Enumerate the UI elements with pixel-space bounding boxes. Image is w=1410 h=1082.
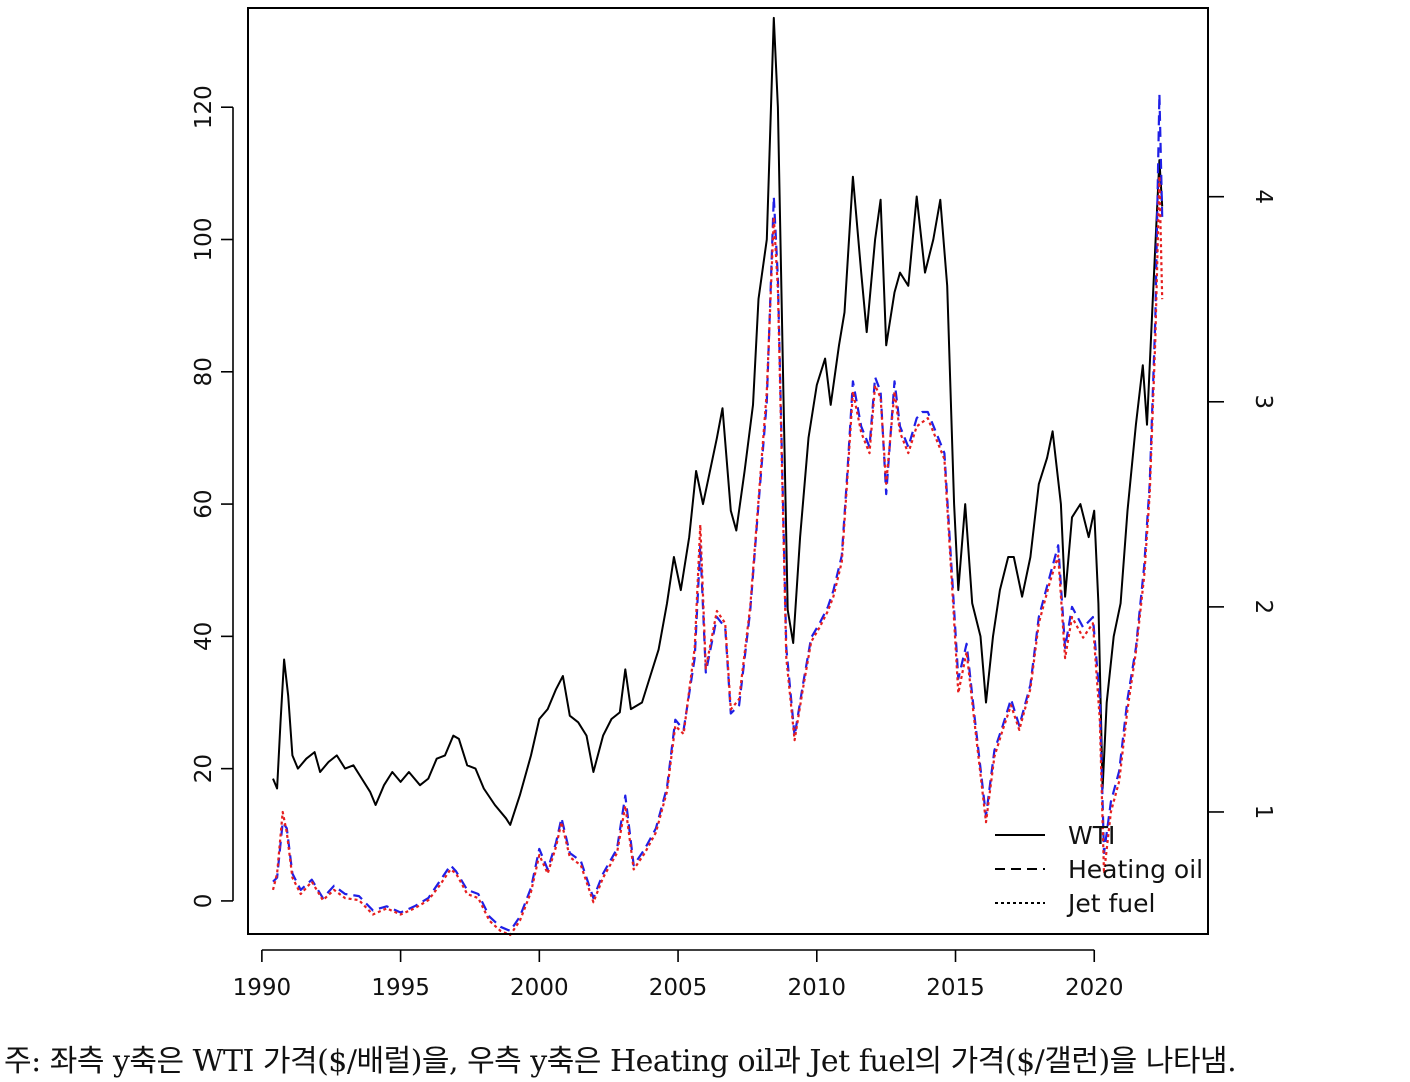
series-line-wti bbox=[272, 16, 1164, 826]
series-line-jet-fuel bbox=[271, 175, 1164, 937]
series-line-heating-oil bbox=[272, 93, 1164, 932]
x-tick-label: 1995 bbox=[371, 975, 430, 1001]
x-tick-label: 1990 bbox=[233, 975, 292, 1001]
x-tick-label: 2015 bbox=[926, 975, 985, 1001]
x-tick-label: 2010 bbox=[788, 975, 847, 1001]
x-tick-label: 2020 bbox=[1065, 975, 1124, 1001]
legend: WTI Heating oil Jet fuel bbox=[995, 821, 1203, 918]
x-tick-label: 2000 bbox=[510, 975, 569, 1001]
left-y-tick-label: 0 bbox=[191, 894, 217, 909]
figure-caption: 주: 좌측 y축은 WTI 가격($/배럴)을, 우측 y축은 Heating … bbox=[4, 1044, 1237, 1079]
right-y-tick-label: 4 bbox=[1250, 189, 1276, 204]
plot-frame bbox=[247, 7, 1209, 935]
left-y-tick-label: 100 bbox=[191, 218, 217, 262]
legend-label: Jet fuel bbox=[1066, 889, 1155, 918]
series-lines bbox=[271, 16, 1164, 937]
right-y-tick-label: 3 bbox=[1250, 394, 1276, 409]
left-y-tick-label: 60 bbox=[191, 489, 217, 518]
x-tick-label: 2005 bbox=[649, 975, 708, 1001]
legend-label: Heating oil bbox=[1068, 855, 1203, 884]
right-y-tick-label: 2 bbox=[1250, 600, 1276, 615]
right-y-tick-label: 1 bbox=[1250, 805, 1276, 820]
left-y-tick-label: 80 bbox=[191, 357, 217, 386]
line-chart: 1990 1995 2000 2005 2010 2015 2020 0 20 40 60 80 100… bbox=[191, 7, 1276, 1001]
left-y-tick-label: 40 bbox=[191, 622, 217, 651]
legend-label: WTI bbox=[1068, 821, 1115, 850]
left-y-tick-label: 20 bbox=[191, 754, 217, 783]
left-y-tick-label: 120 bbox=[191, 85, 217, 129]
axes-ticks: 1990 1995 2000 2005 2010 2015 2020 0 20 40 60 80 100… bbox=[191, 85, 1276, 1001]
